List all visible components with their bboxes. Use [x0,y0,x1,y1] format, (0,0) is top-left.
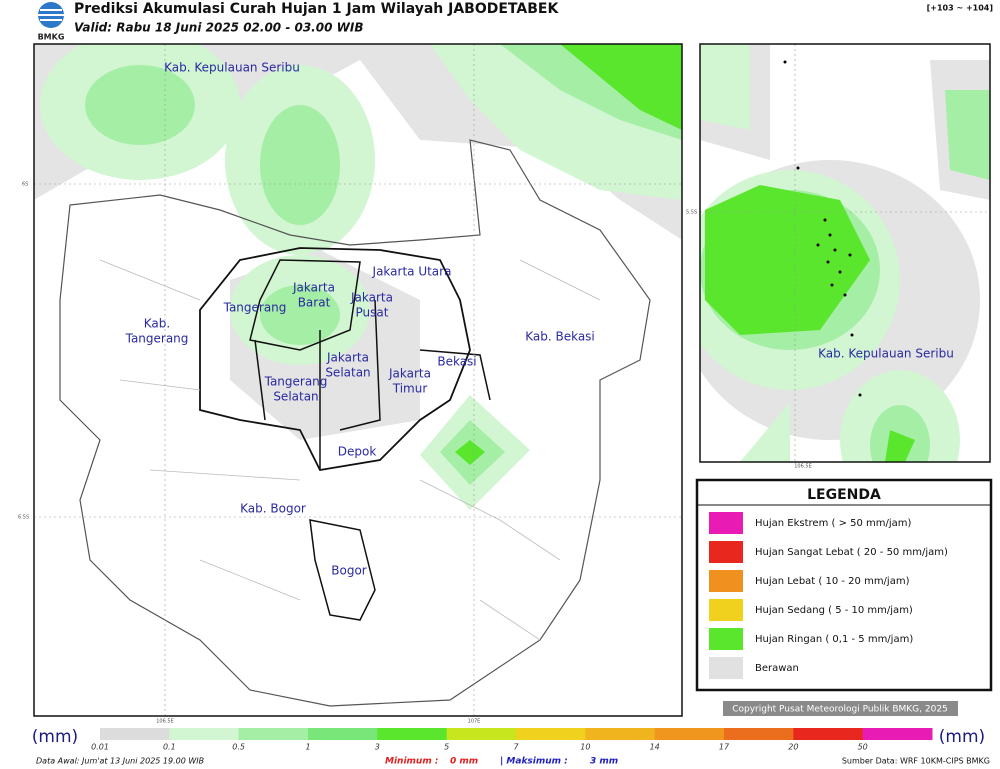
legend-swatch [709,628,743,650]
legend-items: Hujan Ekstrem ( > 50 mm/jam) Hujan Sangat… [709,512,948,679]
colorbar-segment [654,728,725,740]
map-label: Depok [338,445,377,459]
coord-label: 6.5S [18,515,29,521]
map-label: Bogor [331,564,367,578]
map-label: Tangerang [125,332,189,346]
copyright-box [723,701,958,716]
colorbar: 0.01 0.1 0.5 1 3 5 7 10 14 17 20 50 [91,728,933,752]
inset-label: Kab. Kepulauan Seribu [818,347,954,361]
legend-swatch [709,541,743,563]
colorbar-segment [377,728,448,740]
map-label: Tangerang [223,301,287,315]
coord-label: 107E [468,719,481,725]
colorbar-label: 0.01 [91,743,109,752]
colorbar-label: 0.1 [163,743,176,752]
map-label: Kab. Bekasi [525,330,595,344]
copyright: Copyright Pusat Meteorologi Publik BMKG,… [732,705,948,715]
colorbar-label: 7 [513,743,519,752]
legend-label: Hujan Lebat ( 10 - 20 mm/jam) [755,576,910,587]
colorbar-label: 3 [375,743,380,752]
colorbar-unit: (mm) [32,727,78,747]
colorbar-label: 10 [580,743,590,752]
colorbar-segment [100,728,170,740]
main-map [34,44,682,716]
legend-swatch [709,512,743,534]
legend-swatch [709,570,743,592]
colorbar-label: 0.5 [232,743,245,752]
map-label: Pusat [356,306,389,320]
colorbar-segment [862,728,933,740]
colorbar-label: 17 [719,743,730,752]
legend-swatch [709,599,743,621]
map-label: Kab. [144,317,170,331]
source: Sumber Data: WRF 10KM-CIPS BMKG [842,757,990,766]
colorbar-segment [724,728,794,740]
colorbar-segment [793,728,864,740]
map-label: Bekasi [437,355,476,369]
data-awal: Data Awal: Jum'at 13 Juni 2025 19.00 WIB [36,757,204,766]
map-label: Tangerang [264,375,328,389]
minimum: 0 mm [450,757,478,767]
code: [+103 ~ +104] [927,4,993,13]
map-label: Jakarta [292,281,335,295]
colorbar-segment [446,728,517,740]
minimum-label: Minimum : [385,757,438,767]
map-label: Timur [392,382,428,396]
colorbar-segment [238,728,309,740]
main-map-frame [33,43,683,717]
legend-label: Berawan [755,663,799,674]
inset-frame [699,43,991,463]
map-label: Kab. Kepulauan Seribu [164,61,300,75]
logo-text: BMKG [38,33,65,42]
legend-swatch [709,657,743,679]
colorbar-label: 1 [305,743,310,752]
coord-label: 106.5E [156,719,173,725]
legend-label: Hujan Sedang ( 5 - 10 mm/jam) [755,605,913,616]
maximum: 3 mm [590,757,618,767]
legend-title: LEGENDA [807,487,881,503]
colorbar-segment [516,728,586,740]
legend-box [695,478,993,692]
colorbar-segment [585,728,656,740]
coord-label: 106.5E [794,464,811,470]
legend-label: Hujan Ringan ( 0,1 - 5 mm/jam) [755,634,913,645]
map-labels: Kab. Kepulauan Seribu Jakarta Utara Jakart… [125,61,595,578]
colorbar-label: 5 [444,743,449,752]
colorbar-segment [169,728,240,740]
valid-time: Valid: Rabu 18 Juni 2025 02.00 - 03.00 W… [74,21,363,35]
map-label: Barat [298,296,331,310]
map-label: Jakarta Utara [372,265,452,279]
maximum-label: | Maksimum : [500,757,568,767]
bmkg-logo [38,2,64,28]
map-label: Selatan [325,366,370,380]
map-label: Jakarta [326,351,369,365]
title: Prediksi Akumulasi Curah Hujan 1 Jam Wil… [74,1,559,17]
colorbar-segment [308,728,378,740]
coord-label: 5.5S [686,210,697,216]
colorbar-unit: (mm) [939,727,985,747]
map-label: Jakarta [388,367,431,381]
legend-label: Hujan Sangat Lebat ( 20 - 50 mm/jam) [755,547,948,558]
map-label: Kab. Bogor [240,502,306,516]
inset-map [700,44,990,462]
legend-label: Hujan Ekstrem ( > 50 mm/jam) [755,518,912,529]
coord-label: 6S [22,182,28,188]
colorbar-label: 50 [858,743,868,752]
map-label: Selatan [273,390,318,404]
colorbar-label: 20 [788,743,798,752]
colorbar-label: 14 [650,743,660,752]
map-label: Jakarta [350,291,393,305]
